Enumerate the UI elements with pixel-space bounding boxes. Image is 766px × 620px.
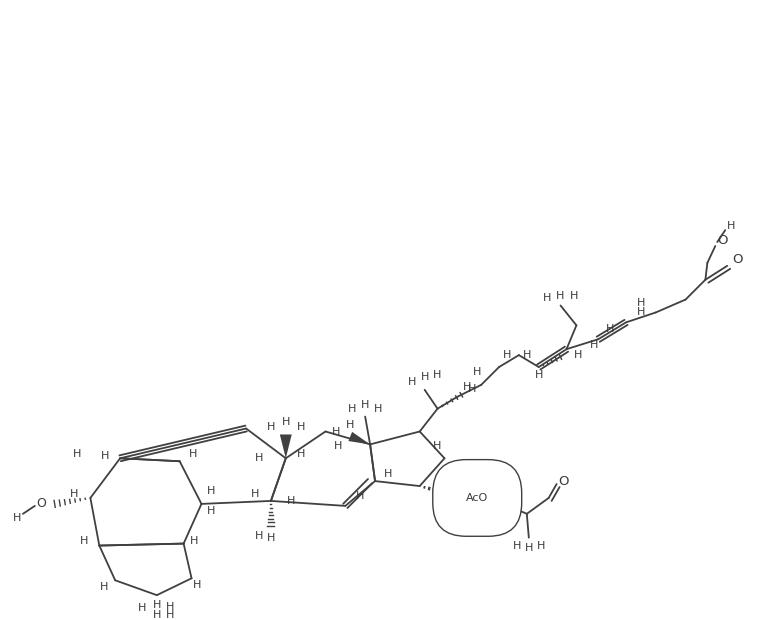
Text: H: H [556, 291, 565, 301]
Text: H: H [267, 533, 275, 542]
Text: H: H [13, 513, 21, 523]
Text: H: H [570, 291, 578, 301]
Text: H: H [152, 610, 161, 620]
Text: H: H [101, 451, 110, 461]
Text: H: H [152, 600, 161, 610]
Text: H: H [421, 372, 429, 382]
Text: H: H [208, 486, 215, 496]
Text: H: H [286, 496, 295, 506]
Text: H: H [361, 400, 369, 410]
Text: O: O [732, 254, 742, 267]
Text: H: H [374, 404, 382, 414]
Text: H: H [193, 580, 201, 590]
Polygon shape [280, 435, 292, 458]
Text: H: H [536, 541, 545, 551]
Text: H: H [522, 350, 531, 360]
Text: H: H [460, 491, 469, 501]
Text: H: H [346, 420, 355, 430]
Text: H: H [348, 404, 356, 414]
Text: H: H [255, 453, 264, 463]
Text: H: H [590, 340, 598, 350]
Text: H: H [255, 531, 264, 541]
Text: H: H [463, 382, 472, 392]
Text: H: H [208, 506, 215, 516]
Text: AcO: AcO [466, 493, 489, 503]
Text: H: H [267, 422, 275, 432]
Text: AcO: AcO [466, 493, 489, 503]
Text: H: H [384, 469, 392, 479]
Text: H: H [282, 417, 290, 427]
Text: H: H [637, 308, 645, 317]
Text: H: H [450, 473, 459, 483]
Text: H: H [165, 602, 174, 612]
Text: H: H [250, 489, 259, 499]
Text: H: H [574, 350, 583, 360]
Text: H: H [332, 427, 341, 438]
Text: H: H [473, 367, 481, 377]
Text: H: H [296, 422, 305, 432]
Text: H: H [408, 377, 416, 387]
Text: H: H [542, 293, 551, 303]
Text: H: H [80, 536, 89, 546]
Text: O: O [717, 234, 728, 247]
Text: H: H [100, 582, 109, 592]
Text: H: H [502, 350, 511, 360]
Text: H: H [189, 450, 198, 459]
Text: H: H [356, 491, 365, 501]
Text: H: H [434, 441, 442, 451]
Text: H: H [334, 441, 342, 451]
Text: O: O [558, 474, 569, 487]
Text: H: H [165, 610, 174, 620]
Text: H: H [525, 542, 533, 552]
Text: H: H [190, 536, 198, 546]
Text: H: H [434, 370, 442, 380]
Text: H: H [296, 450, 305, 459]
Text: H: H [138, 603, 146, 613]
Text: H: H [606, 324, 614, 334]
Text: H: H [512, 541, 521, 551]
Polygon shape [349, 432, 370, 445]
Text: H: H [727, 221, 735, 231]
Text: H: H [637, 298, 645, 308]
Text: H: H [535, 370, 543, 380]
Text: O: O [36, 497, 46, 510]
Text: H: H [74, 450, 82, 459]
Text: H: H [70, 489, 79, 499]
Text: H: H [468, 384, 476, 394]
